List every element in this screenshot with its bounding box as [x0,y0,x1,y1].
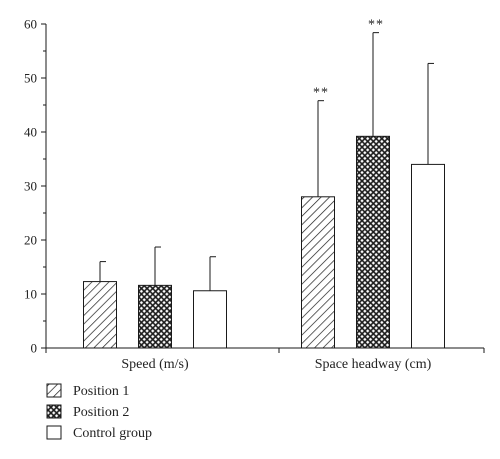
y-tick-label: 40 [24,125,37,140]
y-tick-label: 60 [24,17,37,32]
legend: Position 1 Position 2 Control group [46,383,152,441]
bar [193,290,227,349]
legend-swatch [46,425,62,440]
x-category-label: Speed (m/s) [121,357,189,372]
legend-label: Control group [73,426,152,441]
bar [83,281,117,349]
legend-swatch [46,383,62,398]
x-category-label: Space headway (cm) [315,357,432,372]
y-tick-label: 50 [24,71,37,86]
bar [411,163,445,349]
legend-label: Position 1 [73,384,129,399]
y-tick-label: 0 [31,341,38,356]
axes: 0 10 20 30 40 50 60 Speed (m/s) Space headway (c… [24,17,485,372]
legend-swatch [46,404,62,419]
y-tick-label: 10 [24,287,37,302]
significance-label: ** [368,18,384,33]
bar [138,284,172,349]
y-tick-label: 20 [24,233,37,248]
y-tick-label: 30 [24,179,37,194]
significance-label: ** [313,86,329,101]
bar [301,196,335,349]
bar [356,135,390,349]
legend-label: Position 2 [73,405,129,420]
bars: ** ** [83,18,445,349]
